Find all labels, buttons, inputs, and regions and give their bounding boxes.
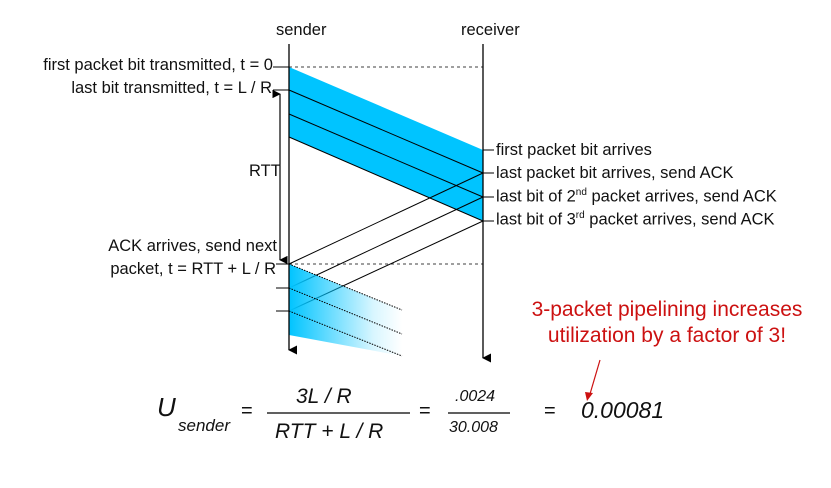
- third-arrives-sup: rd: [575, 210, 585, 221]
- formula-num2: .0024: [455, 388, 496, 405]
- rtt-label: RTT: [249, 162, 281, 180]
- formula-U: U: [157, 392, 176, 422]
- next-packet-band: [289, 264, 402, 356]
- third-arrives-post: packet arrives, send ACK: [584, 210, 775, 229]
- note-line2: utilization by a factor of 3!: [547, 324, 787, 348]
- note-arrowhead: [585, 392, 593, 401]
- formula-den: RTT + L / R: [275, 420, 384, 443]
- next-packet-line-1: [288, 263, 403, 311]
- formula-eq3: =: [544, 400, 556, 422]
- formula-den2: 30.008: [449, 419, 498, 436]
- third-arrives-label: last bit of 3rd packet arrives, send ACK: [496, 211, 775, 228]
- note-arrow: [589, 359, 601, 395]
- packet-boundary-3: [288, 136, 484, 222]
- last-arrives-label: last packet bit arrives, send ACK: [496, 164, 734, 182]
- ack-label-line2: packet, t = RTT + L / R: [110, 260, 276, 278]
- formula-eq1: =: [241, 400, 253, 422]
- ack-label-line1: ACK arrives, send next: [108, 237, 277, 255]
- ack-line-2: [288, 196, 484, 289]
- packet-boundary-2: [288, 113, 484, 198]
- pipelining-note: 3-packet pipelining increases utilizatio…: [508, 297, 826, 350]
- ack-line-1: [288, 172, 484, 265]
- next-packet-line-3: [288, 310, 403, 357]
- second-arrives-label: last bit of 2nd packet arrives, send ACK: [496, 188, 777, 205]
- second-arrives-sup: nd: [575, 187, 587, 198]
- third-arrives-pre: last bit of 3: [496, 210, 576, 229]
- second-arrives-post: packet arrives, send ACK: [586, 187, 777, 206]
- receiver-label: receiver: [461, 21, 520, 39]
- formula-eq2: =: [419, 400, 431, 422]
- packet-band: [289, 67, 483, 221]
- formula-result: 0.00081: [581, 397, 665, 423]
- formula-sub: sender: [178, 416, 230, 435]
- sender-label: sender: [276, 21, 327, 39]
- next-packet-line-2: [288, 287, 403, 335]
- second-arrives-pre: last bit of 2: [496, 187, 576, 206]
- first-bit-label: first packet bit transmitted, t = 0: [43, 56, 273, 74]
- first-arrives-label: first packet bit arrives: [496, 141, 652, 159]
- formula-num: 3L / R: [296, 385, 352, 408]
- last-bit-label: last bit transmitted, t = L / R: [71, 79, 272, 97]
- note-line1: 3-packet pipelining increases: [531, 298, 803, 321]
- packet-boundary-1: [288, 89, 484, 174]
